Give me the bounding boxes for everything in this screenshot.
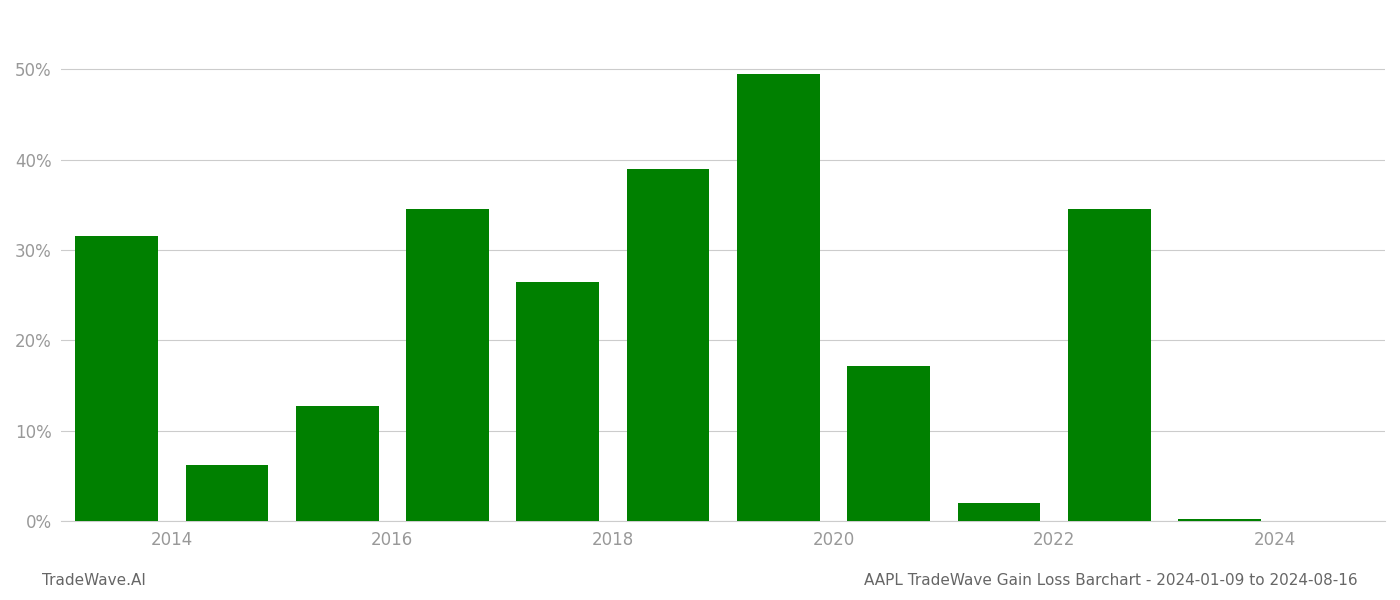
Text: AAPL TradeWave Gain Loss Barchart - 2024-01-09 to 2024-08-16: AAPL TradeWave Gain Loss Barchart - 2024… <box>864 573 1358 588</box>
Bar <box>186 465 269 521</box>
Bar <box>517 281 599 521</box>
Bar <box>1179 520 1261 521</box>
Bar <box>847 366 930 521</box>
Text: TradeWave.AI: TradeWave.AI <box>42 573 146 588</box>
Bar <box>1068 209 1151 521</box>
Bar <box>406 209 489 521</box>
Bar <box>627 169 710 521</box>
Bar <box>958 503 1040 521</box>
Bar <box>76 236 158 521</box>
Bar <box>736 74 820 521</box>
Bar <box>295 406 378 521</box>
